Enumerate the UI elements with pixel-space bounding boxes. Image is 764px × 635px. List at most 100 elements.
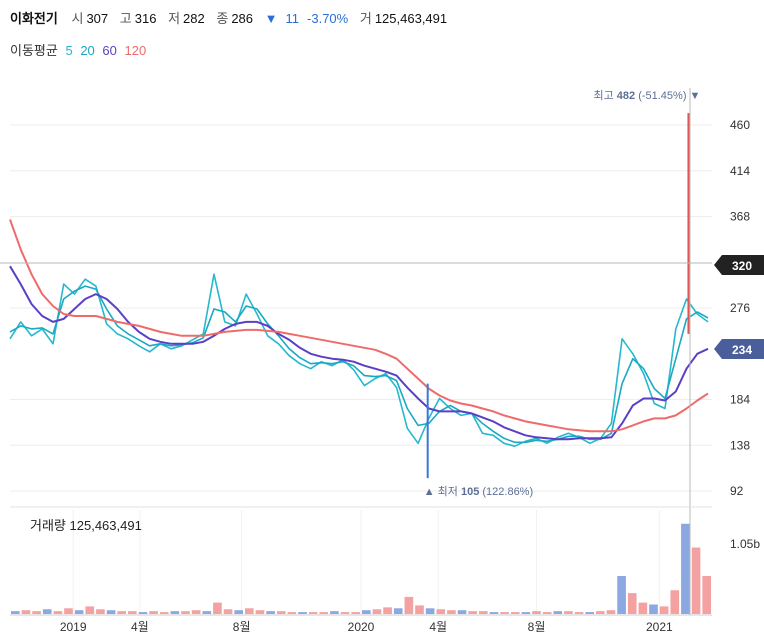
volume-bar (425, 608, 435, 614)
volume-bar (319, 612, 329, 614)
volume-bar (351, 612, 360, 614)
close-value: 286 (231, 11, 254, 26)
volume-bar (362, 610, 371, 614)
volume-bar (510, 612, 520, 614)
high-label: 고 (119, 11, 132, 26)
ma-60-toggle[interactable]: 60 (102, 43, 117, 58)
volume-bar (53, 611, 63, 614)
lowest-annotation: ▲ 최저 105 (122.86%) (424, 485, 533, 498)
volume-bar (74, 610, 84, 614)
volume-bar (627, 593, 637, 614)
y-tick-label: 276 (730, 301, 750, 315)
volume-bar (532, 611, 541, 614)
volume-bar (330, 611, 339, 614)
volume-bar (202, 611, 212, 614)
change-down-icon: ▼ (264, 11, 278, 26)
change-value: 11 (285, 11, 300, 26)
y-tick-label: 92 (730, 484, 744, 498)
y-tick-label: 460 (730, 118, 750, 132)
volume-bar (287, 612, 297, 614)
volume-bar (223, 609, 233, 614)
volume-bar (574, 612, 584, 614)
volume-bar (266, 611, 275, 614)
volume-bar (489, 612, 499, 614)
volume-bar (542, 612, 552, 614)
current-price-label: 234 (732, 343, 752, 357)
volume-bar (596, 611, 605, 614)
volume-bar (468, 611, 477, 614)
moving-average-label: 이동평균 (10, 43, 58, 58)
volume-bar (585, 612, 594, 614)
volume-panel-value: 125,463,491 (69, 518, 142, 533)
volume-bar (457, 610, 467, 614)
open-value: 307 (86, 11, 109, 26)
high-value: 316 (134, 11, 157, 26)
volume-bar (383, 607, 392, 614)
crosshair-price-tag: 320 (714, 255, 764, 275)
change-percent: -3.70% (307, 11, 349, 26)
volume-bars (11, 523, 711, 614)
volume-bar (670, 590, 680, 614)
volume-bar (149, 611, 158, 614)
y-tick-label: 184 (730, 393, 750, 407)
x-tick-label: 4월 (131, 620, 149, 634)
x-axis: 2019 4월 8월 2020 4월 8월 2021 (10, 614, 712, 634)
open-label: 시 (71, 11, 84, 26)
volume-label: 거 (359, 11, 372, 26)
highest-annotation: 최고 482 (-51.45%) ▼ (593, 89, 700, 102)
volume-bar (617, 576, 626, 614)
grid-lines (10, 124, 712, 614)
volume-bar (213, 602, 222, 614)
volume-bar (659, 606, 669, 614)
volume-bar (479, 611, 488, 614)
volume-bar (521, 612, 531, 614)
ma-20-toggle[interactable]: 20 (80, 43, 95, 58)
moving-average-legend: 이동평균 5 20 60 120 (10, 40, 150, 59)
ma-5-line (9, 273, 709, 448)
low-label: 저 (168, 11, 181, 26)
volume-bar (106, 610, 116, 614)
volume-bar (372, 609, 382, 614)
volume-bar (393, 608, 403, 614)
volume-bar (21, 610, 31, 614)
volume-bar (649, 604, 658, 614)
volume-bar (191, 610, 201, 614)
x-tick-label: 4월 (429, 620, 447, 634)
volume-bar (681, 523, 690, 614)
crosshair-price-label: 320 (732, 259, 752, 273)
ma-120-toggle[interactable]: 120 (124, 43, 147, 58)
x-tick-label: 2020 (348, 620, 375, 634)
current-price-tag: 234 (714, 339, 764, 359)
x-tick-label: 8월 (528, 620, 546, 634)
volume-bar (96, 609, 105, 614)
ma-60-line (9, 265, 709, 441)
volume-bar (638, 602, 648, 614)
volume-bar (436, 609, 446, 614)
x-tick-label: 2021 (646, 620, 673, 634)
volume-bar (170, 611, 180, 614)
volume-bar (42, 609, 52, 614)
volume-bar (234, 610, 243, 614)
volume-bar (276, 611, 286, 614)
y-tick-label: 414 (730, 164, 750, 178)
volume-bar (159, 612, 169, 614)
y-axis: 460 414 368 276 184 138 92 (730, 118, 750, 498)
x-tick-label: 2019 (60, 620, 87, 634)
volume-bar (447, 610, 456, 614)
volume-bar (691, 547, 701, 614)
volume-bar (415, 605, 424, 614)
y-tick-label: 368 (730, 210, 750, 224)
low-value: 282 (183, 11, 205, 26)
volume-bar (64, 608, 73, 614)
volume-bar (255, 610, 265, 614)
volume-bar (606, 610, 616, 614)
volume-bar (32, 611, 41, 614)
volume-bar (702, 576, 711, 614)
ma-5-toggle[interactable]: 5 (65, 43, 73, 58)
volume-bar (85, 606, 95, 614)
volume-panel-title: 거래량 (30, 518, 66, 533)
volume-value: 125,463,491 (374, 11, 448, 26)
volume-bar (11, 611, 20, 614)
volume-bar (117, 611, 126, 614)
